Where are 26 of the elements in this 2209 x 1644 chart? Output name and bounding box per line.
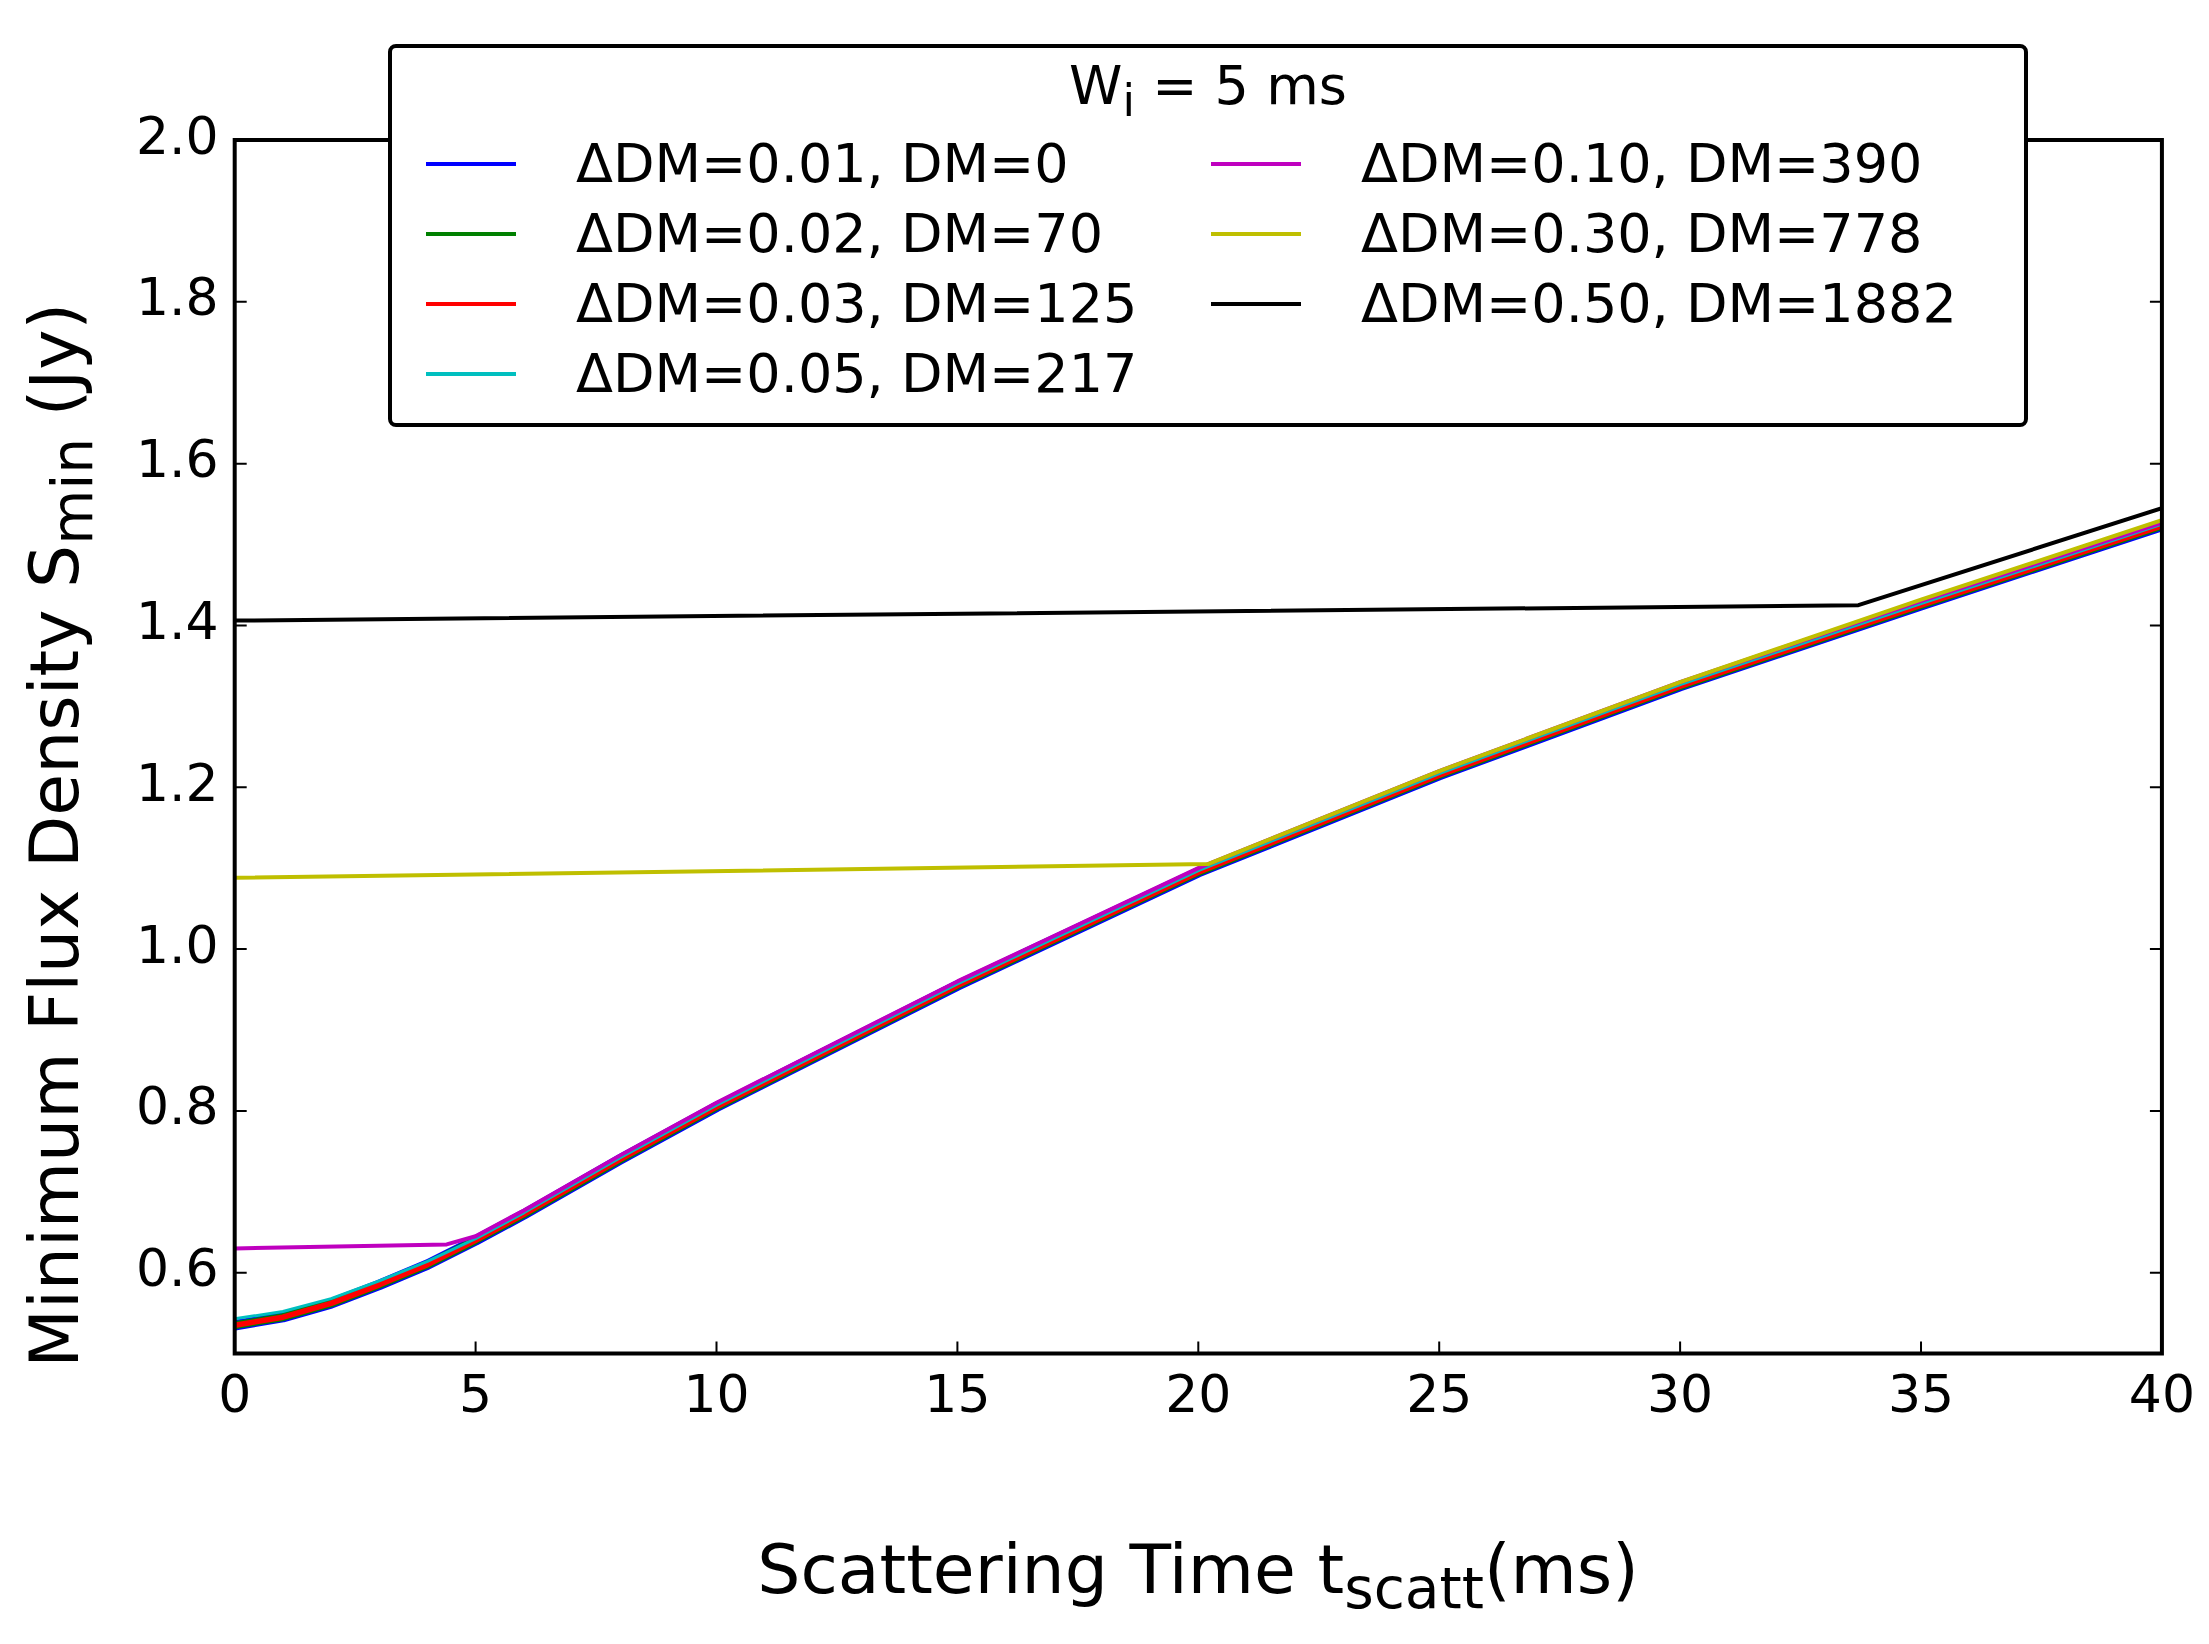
legend-label: ΔDM=0.10, DM=390	[1361, 132, 1923, 196]
x-tick-label: 35	[1887, 1364, 1955, 1425]
x-tick-label: 25	[1406, 1364, 1473, 1425]
y-tick-label: 1.2	[135, 752, 219, 813]
legend-title: W$_{i}$ = 5 ms	[1068, 54, 1348, 127]
legend-label: ΔDM=0.01, DM=0	[576, 132, 1069, 196]
x-tick-label: 0	[218, 1364, 252, 1425]
y-tick-label: 0.6	[135, 1238, 219, 1299]
x-tick-label: 40	[2128, 1364, 2195, 1425]
legend-label: ΔDM=0.50, DM=1882	[1361, 272, 1957, 336]
x-tick-label: 5	[459, 1364, 493, 1425]
x-tick-label: 10	[683, 1364, 750, 1425]
x-axis-title: Scattering Time t$_{scatt}$(ms)	[756, 1530, 1640, 1621]
y-tick-label: 1.6	[135, 429, 219, 490]
legend-label: ΔDM=0.05, DM=217	[576, 342, 1138, 406]
y-tick-label: 2.0	[135, 105, 219, 166]
legend-label: ΔDM=0.02, DM=70	[576, 202, 1104, 266]
x-tick-label: 30	[1647, 1364, 1714, 1425]
y-tick-label: 1.8	[135, 267, 219, 328]
y-tick-label: 1.0	[135, 914, 219, 975]
legend-label: ΔDM=0.30, DM=778	[1361, 202, 1923, 266]
x-tick-label: 15	[924, 1364, 991, 1425]
y-tick-label: 1.4	[135, 590, 219, 651]
legend-label: ΔDM=0.03, DM=125	[576, 272, 1138, 336]
x-tick-label: 20	[1165, 1364, 1232, 1425]
y-tick-label: 0.8	[135, 1076, 219, 1137]
